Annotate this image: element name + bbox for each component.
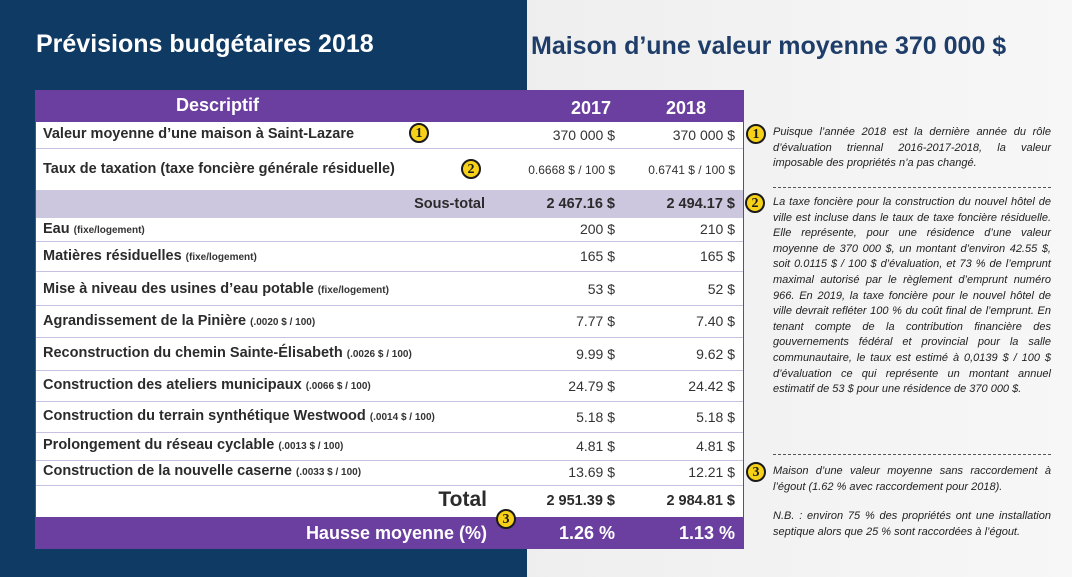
- header-2018: 2018: [665, 98, 706, 118]
- item-label: Construction du terrain synthétique West…: [43, 408, 435, 424]
- note-3: Maison d’une valeur moyenne sans raccord…: [773, 464, 1051, 495]
- item-label: Matières résiduelles (fixe/logement): [43, 248, 257, 264]
- note-2-marker-icon: 2: [745, 193, 765, 213]
- item-value-2017: 200 $: [579, 221, 615, 237]
- table-row: Construction du terrain synthétique West…: [36, 401, 743, 433]
- hausse-2018: 1.13 %: [678, 523, 735, 543]
- item-value-2017: 165 $: [579, 248, 615, 264]
- table-row: Construction des ateliers municipaux (.0…: [36, 370, 743, 402]
- table-row: Matières résiduelles (fixe/logement) 165…: [36, 241, 743, 272]
- table-row: Construction de la nouvelle caserne (.00…: [36, 460, 743, 486]
- subtotal-2017: 2 467.16 $: [546, 196, 615, 212]
- item-label: Agrandissement de la Pinière (.0020 $ / …: [43, 313, 316, 329]
- hausse-2017: 1.26 %: [558, 523, 615, 543]
- table-row: Reconstruction du chemin Sainte-Élisabet…: [36, 337, 743, 371]
- item-value-2017: 53 $: [587, 281, 615, 297]
- subtotal-row: Sous-total 2 467.16 $ 2 494.17 $: [36, 190, 743, 218]
- item-label: Reconstruction du chemin Sainte-Élisabet…: [43, 345, 412, 361]
- table-row-taux: Taux de taxation (taxe foncière générale…: [36, 148, 743, 191]
- row-value-2018: 370 000 $: [672, 127, 735, 143]
- table-row: Eau (fixe/logement) 200 $ 210 $: [36, 218, 743, 242]
- item-label: Prolongement du réseau cyclable (.0013 $…: [43, 437, 344, 453]
- note-1: Puisque l’année 2018 est la dernière ann…: [773, 125, 1051, 172]
- note-1-marker-icon: 1: [409, 123, 429, 143]
- note-divider: [773, 454, 1051, 455]
- item-value-2018: 4.81 $: [696, 438, 735, 454]
- table-row: Mise à niveau des usines d’eau potable (…: [36, 271, 743, 306]
- item-value-2018: 9.62 $: [696, 346, 735, 362]
- note-nb: N.B. : environ 75 % des propriétés ont u…: [773, 509, 1051, 540]
- note-1-text: Puisque l’année 2018 est la dernière ann…: [773, 126, 1051, 170]
- note-2-text: La taxe foncière pour la construction du…: [773, 196, 1051, 396]
- header-2017: 2017: [570, 98, 611, 118]
- page-subtitle: Maison d’une valeur moyenne 370 000 $: [531, 32, 1007, 60]
- item-label: Construction de la nouvelle caserne (.00…: [43, 463, 362, 479]
- table-row-valeur: Valeur moyenne d’une maison à Saint-Laza…: [36, 122, 743, 149]
- header-descriptif: Descriptif: [176, 95, 260, 115]
- note-2: La taxe foncière pour la construction du…: [773, 195, 1051, 398]
- item-label: Mise à niveau des usines d’eau potable (…: [43, 281, 389, 297]
- item-value-2017: 4.81 $: [576, 438, 615, 454]
- hausse-label: Hausse moyenne (%): [305, 523, 487, 543]
- note-1-badge-icon: 1: [746, 124, 766, 144]
- total-label: Total: [438, 488, 487, 511]
- item-value-2017: 24.79 $: [568, 378, 615, 394]
- item-value-2018: 210 $: [699, 221, 735, 237]
- item-label: Eau (fixe/logement): [43, 221, 145, 237]
- total-row: Total 2 951.39 $ 2 984.81 $: [36, 485, 743, 517]
- budget-table: Descriptif 2017 2018 Valeur moyenne d’un…: [35, 90, 765, 549]
- row-value-2017: 0.6668 $ / 100 $: [528, 163, 615, 177]
- table-row: Agrandissement de la Pinière (.0020 $ / …: [36, 305, 743, 338]
- subtotal-2018: 2 494.17 $: [666, 196, 735, 212]
- row-label: Valeur moyenne d’une maison à Saint-Laza…: [43, 126, 355, 142]
- note-divider: [773, 187, 1051, 188]
- note-3-text: Maison d’une valeur moyenne sans raccord…: [773, 465, 1051, 493]
- item-value-2018: 52 $: [707, 281, 735, 297]
- item-value-2017: 7.77 $: [576, 313, 615, 329]
- note-3-marker-icon: 3: [496, 509, 516, 529]
- item-label: Construction des ateliers municipaux (.0…: [43, 377, 371, 393]
- subtotal-label: Sous-total: [414, 196, 485, 212]
- page-title: Prévisions budgétaires 2018: [36, 30, 374, 58]
- item-value-2018: 165 $: [699, 248, 735, 264]
- row-value-2017: 370 000 $: [552, 127, 615, 143]
- row-value-2018: 0.6741 $ / 100 $: [648, 163, 735, 177]
- item-value-2017: 9.99 $: [576, 346, 615, 362]
- hausse-row: Hausse moyenne (%) 1.26 % 1.13 %: [36, 517, 743, 549]
- item-value-2018: 24.42 $: [688, 378, 735, 394]
- item-value-2018: 7.40 $: [696, 313, 735, 329]
- note-2-marker-icon: 2: [461, 159, 481, 179]
- table-row: Prolongement du réseau cyclable (.0013 $…: [36, 432, 743, 461]
- note-nb-text: N.B. : environ 75 % des propriétés ont u…: [773, 510, 1051, 538]
- item-value-2017: 13.69 $: [568, 464, 615, 480]
- item-value-2017: 5.18 $: [576, 409, 615, 425]
- total-2018: 2 984.81 $: [666, 493, 735, 509]
- item-value-2018: 12.21 $: [688, 464, 735, 480]
- row-label: Taux de taxation (taxe foncière générale…: [43, 161, 395, 177]
- total-2017: 2 951.39 $: [546, 493, 615, 509]
- item-value-2018: 5.18 $: [696, 409, 735, 425]
- table-header: Descriptif 2017 2018: [36, 91, 743, 122]
- note-3-badge-icon: 3: [746, 462, 766, 482]
